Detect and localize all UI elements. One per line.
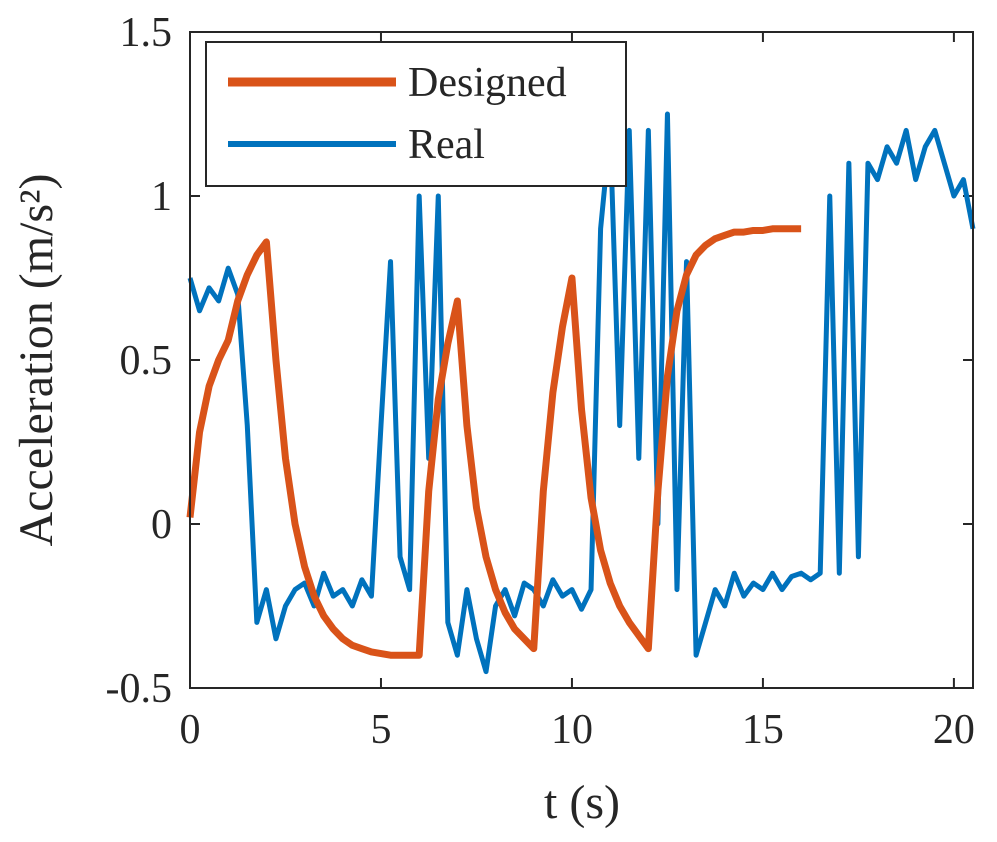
x-tick-label: 5	[370, 707, 391, 753]
x-tick-label: 10	[551, 707, 593, 753]
x-tick-label: 0	[180, 707, 201, 753]
y-tick-label: -0.5	[106, 666, 173, 712]
legend-box	[205, 41, 627, 187]
y-tick-label: 0.5	[120, 338, 173, 384]
y-tick-label: 0	[151, 502, 172, 548]
plot-frame	[189, 31, 974, 689]
legend-label: Designed	[408, 60, 567, 106]
y-tick-label: 1.5	[120, 10, 173, 56]
x-tick-label: 20	[933, 707, 975, 753]
x-axis-label: t (s)	[544, 776, 620, 829]
data-line	[187, 111, 976, 675]
legend-label: Real	[408, 122, 485, 168]
y-axis-label: Acceleration (m/s²)	[10, 174, 63, 547]
x-tick-label: 15	[742, 707, 784, 753]
y-tick-label: 1	[151, 174, 172, 220]
data-line	[186, 225, 802, 659]
